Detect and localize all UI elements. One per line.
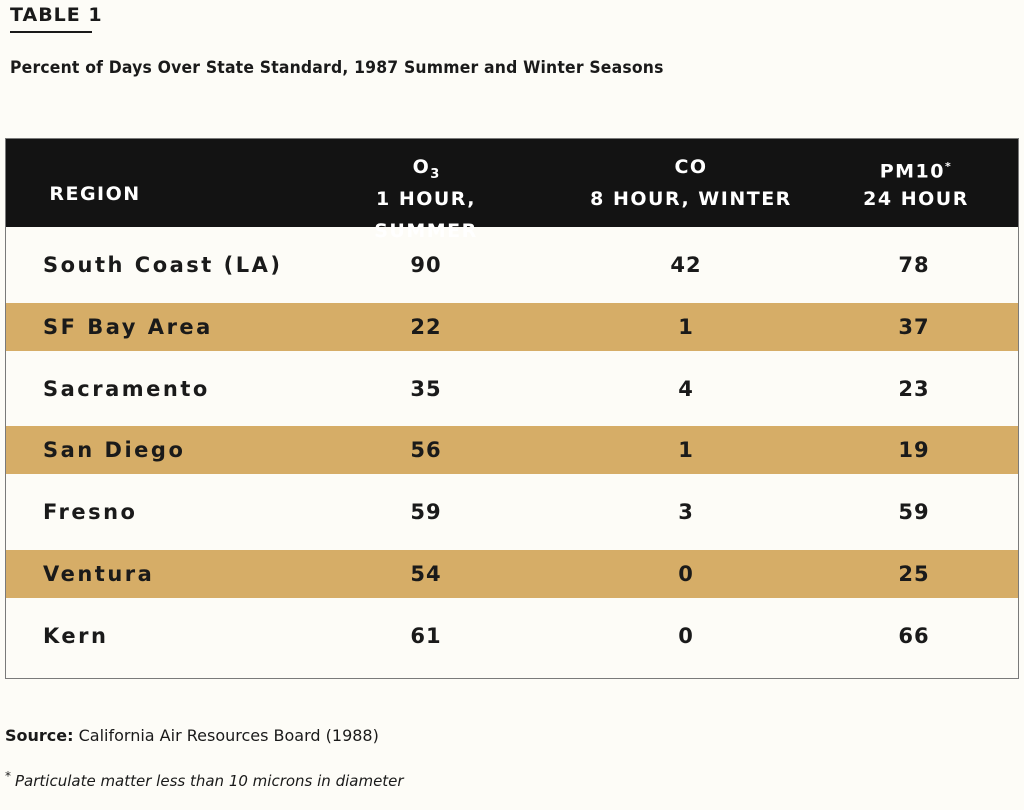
header-o3-period: 1 HOUR, SUMMER (374, 188, 478, 242)
cell-co: 1 (678, 315, 694, 339)
cell-region: SF Bay Area (43, 315, 213, 339)
cell-pm10: 37 (898, 315, 930, 339)
table-row: SF Bay Area 22 1 37 (6, 303, 1018, 351)
cell-o3: 35 (410, 377, 442, 401)
cell-co: 4 (678, 377, 694, 401)
cell-co: 1 (678, 438, 694, 462)
table-label: TABLE 1 (10, 4, 103, 26)
cell-co: 0 (678, 624, 694, 648)
table-row: Sacramento 35 4 23 (6, 365, 1018, 413)
table-header: REGION O3 1 HOUR, SUMMER CO 8 HOUR, WINT… (6, 139, 1018, 242)
table-label-underline (10, 31, 92, 33)
header-o3-symbol: O (412, 156, 431, 178)
cell-region: South Coast (LA) (43, 253, 283, 277)
cell-o3: 90 (410, 253, 442, 277)
source-note: Source: California Air Resources Board (… (5, 726, 379, 745)
cell-o3: 54 (410, 562, 442, 586)
cell-o3: 22 (410, 315, 442, 339)
header-pm10-symbol: PM10 (879, 160, 945, 183)
cell-region: San Diego (43, 438, 186, 462)
cell-pm10: 66 (898, 624, 930, 648)
cell-co: 3 (678, 500, 694, 524)
source-label: Source: (5, 726, 74, 745)
table-row: Kern 61 0 66 (6, 612, 1018, 660)
cell-region: Ventura (43, 562, 155, 586)
header-pm10-period: 24 HOUR (863, 188, 969, 210)
footnote-mark: * (5, 769, 11, 783)
footnote-text: Particulate matter less than 10 microns … (15, 772, 404, 790)
header-pm10-mark: * (945, 160, 953, 173)
header-co-name: CO (674, 156, 708, 178)
table-row: Ventura 54 0 25 (6, 550, 1018, 598)
cell-o3: 61 (410, 624, 442, 648)
cell-region: Kern (43, 624, 109, 648)
cell-pm10: 59 (898, 500, 930, 524)
header-o3-name: O3 (326, 151, 526, 191)
cell-pm10: 23 (898, 377, 930, 401)
header-co-period: 8 HOUR, WINTER (590, 188, 792, 210)
data-table: REGION O3 1 HOUR, SUMMER CO 8 HOUR, WINT… (5, 138, 1019, 679)
cell-pm10: 78 (898, 253, 930, 277)
footnote: * Particulate matter less than 10 microns… (5, 769, 404, 790)
header-o3-subscript: 3 (430, 166, 440, 182)
table-title: Percent of Days Over State Standard, 198… (10, 58, 664, 78)
cell-pm10: 19 (898, 438, 930, 462)
table-row: South Coast (LA) 90 42 78 (6, 241, 1018, 289)
cell-o3: 56 (410, 438, 442, 462)
header-region: REGION (49, 183, 141, 205)
cell-co: 0 (678, 562, 694, 586)
cell-pm10: 25 (898, 562, 930, 586)
cell-o3: 59 (410, 500, 442, 524)
table-row: San Diego 56 1 19 (6, 426, 1018, 474)
source-text: California Air Resources Board (1988) (73, 726, 379, 745)
header-pm10-name: PM10* (846, 151, 986, 187)
cell-region: Fresno (43, 500, 138, 524)
cell-co: 42 (670, 253, 702, 277)
cell-region: Sacramento (43, 377, 210, 401)
table-row: Fresno 59 3 59 (6, 488, 1018, 536)
